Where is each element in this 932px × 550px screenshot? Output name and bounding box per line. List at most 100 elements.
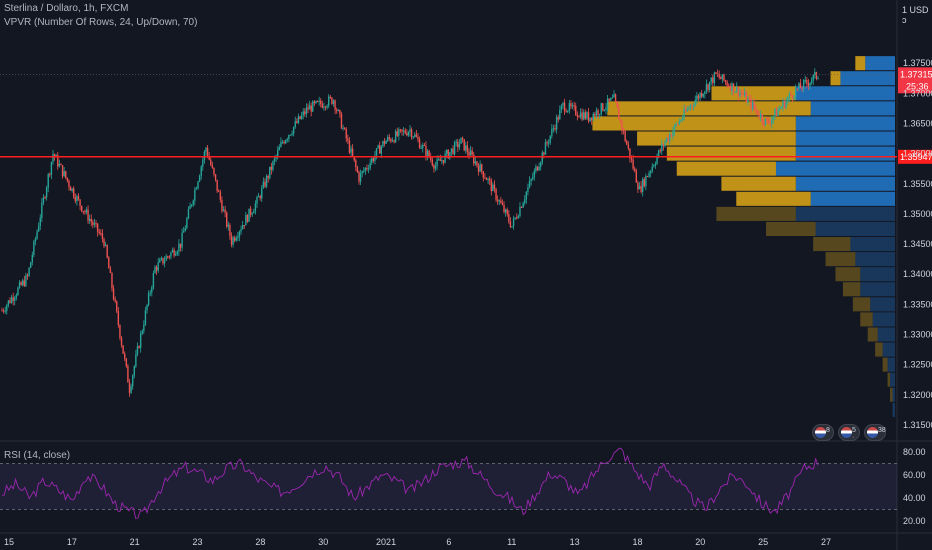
candle-body — [740, 92, 743, 94]
candle-body — [12, 297, 14, 301]
candle-body — [554, 128, 556, 130]
candles — [1, 68, 819, 397]
candle-body — [130, 386, 132, 393]
candle-body — [195, 188, 198, 190]
candle-body — [713, 72, 716, 84]
volume-profile — [592, 56, 895, 417]
candle-body — [283, 141, 285, 144]
candle-body — [286, 138, 288, 141]
candle-body — [125, 358, 128, 366]
candle-body — [226, 212, 228, 227]
candle-body — [385, 140, 387, 144]
candle-body — [57, 155, 59, 167]
rsi-line — [1, 447, 819, 519]
candle-body — [80, 205, 83, 212]
countdown-label: 25:36 — [906, 81, 929, 91]
last-price-label: 1.37315 — [900, 69, 932, 79]
candle-body — [426, 150, 429, 157]
candle-body — [214, 174, 217, 180]
candle-body — [767, 120, 770, 123]
candle-body — [205, 147, 207, 152]
candle-body — [152, 273, 155, 288]
candle-body — [447, 150, 449, 159]
candle-body — [461, 137, 464, 140]
rsi-band — [0, 463, 897, 510]
candle-body — [514, 217, 516, 219]
event-badge[interactable]: 5 · — [838, 424, 860, 441]
candle-body — [151, 287, 153, 293]
candle-body — [10, 297, 13, 303]
candle-body — [581, 112, 583, 120]
candle-body — [689, 105, 692, 109]
candle-body — [218, 190, 220, 192]
candle-body — [139, 333, 142, 349]
candle-body — [587, 112, 590, 122]
candle-body — [328, 96, 330, 106]
candle-body — [791, 95, 794, 98]
candle-body — [34, 238, 37, 242]
rsi-tick-label: 20.00 — [903, 516, 926, 526]
event-badge[interactable]: 38 — [864, 424, 886, 441]
candle-body — [747, 98, 749, 103]
candle-body — [369, 162, 371, 169]
candle-body — [742, 93, 744, 96]
candle-body — [206, 147, 209, 157]
candle-body — [441, 160, 443, 162]
candle-body — [506, 209, 508, 215]
candle-body — [661, 144, 663, 152]
vp-up-bar — [830, 71, 841, 86]
candle-body — [766, 118, 768, 121]
time-tick-label: 25 — [758, 537, 768, 547]
symbol-legend[interactable]: Sterlina / Dollaro, 1h, FXCM — [4, 3, 129, 14]
candle-body — [802, 80, 805, 89]
vp-down-bar — [795, 176, 895, 191]
time-tick-label: 27 — [821, 537, 831, 547]
candle-body — [485, 178, 488, 180]
candle-body — [637, 182, 639, 190]
candle-body — [536, 166, 539, 171]
price-tick-label: 1.35000 — [903, 209, 932, 219]
candle-body — [157, 262, 159, 271]
candle-body — [629, 148, 631, 159]
candle-body — [732, 83, 735, 93]
event-badge[interactable]: 8 — [812, 424, 834, 441]
candle-body — [66, 177, 69, 181]
candle-body — [720, 77, 722, 80]
candle-body — [29, 262, 32, 268]
candle-body — [85, 209, 88, 213]
candle-body — [184, 228, 186, 232]
candle-body — [579, 112, 582, 118]
candle-body — [753, 102, 755, 109]
candle-body — [481, 164, 483, 172]
candle-body — [337, 109, 339, 111]
rsi-legend[interactable]: RSI (14, close) — [4, 450, 71, 461]
vp-down-bar — [892, 402, 895, 417]
candle-body — [136, 346, 139, 355]
candle-body — [522, 202, 524, 208]
candle-body — [316, 101, 319, 103]
candle-body — [96, 223, 99, 232]
currency-unit[interactable]: 1 USD ͻ — [902, 5, 929, 25]
candle-body — [793, 97, 795, 99]
candle-body — [372, 158, 375, 161]
vp-up-bar — [852, 297, 871, 312]
vp-up-bar — [887, 372, 891, 387]
candle-body — [230, 236, 233, 245]
vp-down-bar — [870, 297, 895, 312]
candle-body — [74, 197, 77, 202]
candle-body — [308, 105, 311, 110]
time-tick-label: 28 — [255, 537, 265, 547]
candle-body — [404, 130, 406, 134]
candle-body — [667, 138, 669, 141]
candle-body — [331, 97, 333, 104]
candle-body — [640, 185, 642, 192]
vpvr-legend[interactable]: VPVR (Number Of Rows, 24, Up/Down, 70) — [4, 17, 198, 28]
candle-body — [366, 167, 368, 169]
candle-body — [87, 209, 89, 221]
candle-body — [84, 211, 86, 213]
candle-body — [356, 167, 359, 173]
candle-body — [708, 81, 711, 90]
candle-body — [677, 124, 679, 126]
candle-body — [649, 171, 652, 174]
